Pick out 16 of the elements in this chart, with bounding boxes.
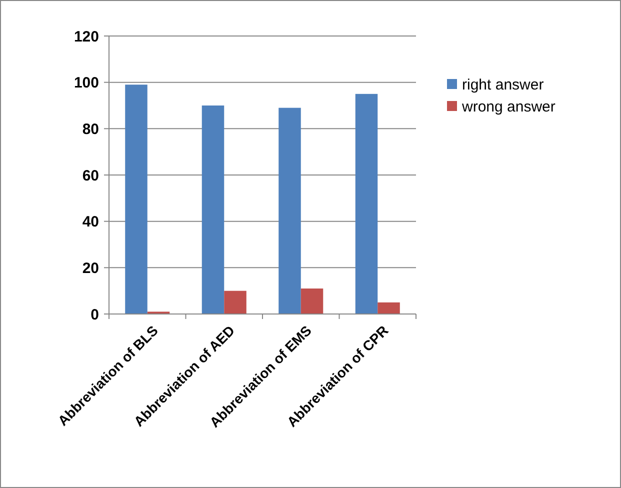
y-tick-label: 0: [90, 306, 99, 324]
bar: [355, 94, 378, 314]
bar: [125, 84, 148, 314]
y-tick-label: 80: [82, 120, 99, 138]
bar: [300, 288, 324, 314]
y-tick-label: 20: [82, 260, 99, 277]
y-tick-label: 100: [74, 74, 99, 92]
bar: [378, 302, 400, 314]
bar: [202, 106, 224, 314]
y-tick-label: 60: [82, 167, 99, 184]
legend-label: right answer: [462, 76, 544, 94]
bar: [278, 108, 301, 314]
y-tick-label: 120: [74, 28, 99, 46]
legend-label: wrong answer: [461, 98, 556, 116]
bar: [224, 290, 246, 314]
y-tick-label: 40: [82, 214, 99, 231]
